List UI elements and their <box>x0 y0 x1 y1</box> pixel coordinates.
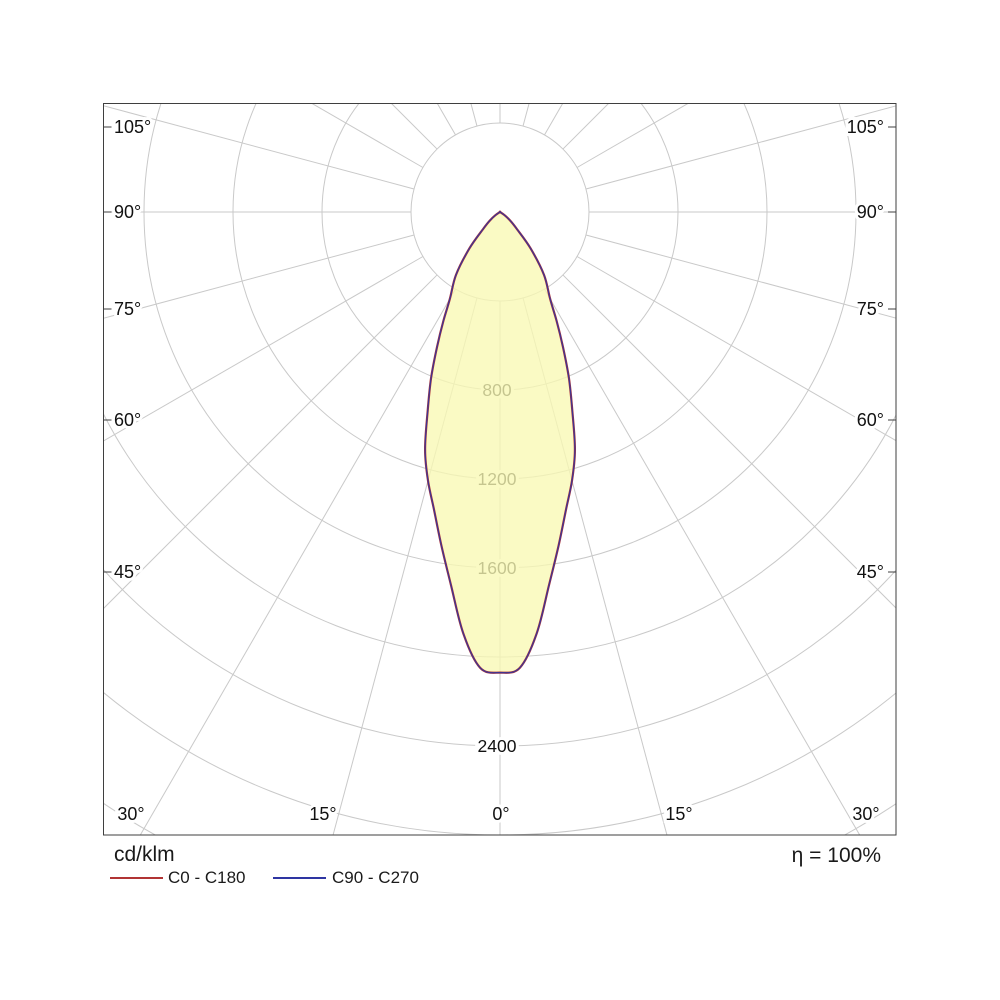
intensity-lobe-fill <box>425 211 575 673</box>
grid-spoke-240 <box>311 103 424 168</box>
angle-label-right-90°: 90° <box>857 202 884 222</box>
ring-label-2400: 2400 <box>478 736 517 756</box>
light-output-ratio-label: η = 100% <box>791 844 881 867</box>
grid-spoke-225 <box>390 103 438 150</box>
grid-spoke-150 <box>544 103 564 136</box>
legend-label-c90-c270: C90 - C270 <box>332 868 419 887</box>
grid-spoke-30 <box>544 288 861 835</box>
grid-spoke-45 <box>562 274 896 609</box>
grid-spoke-135 <box>562 103 610 150</box>
grid-spoke-315 <box>103 274 438 610</box>
grid-spoke-300 <box>103 256 424 442</box>
grid-spoke-120 <box>576 103 689 168</box>
grid-spoke-255 <box>103 105 415 190</box>
angle-label-left-90°: 90° <box>114 202 141 222</box>
grid-spoke-330 <box>139 288 456 835</box>
grid-spoke-285 <box>103 234 415 319</box>
angle-label-bottom-2: 0° <box>492 804 509 824</box>
angle-label-right-45°: 45° <box>857 562 884 582</box>
legend-label-c0-c180: C0 - C180 <box>168 868 246 887</box>
curve-c90-c270 <box>424 210 576 674</box>
legend-line-c0-c180 <box>110 877 163 879</box>
angle-label-left-105°: 105° <box>114 117 151 137</box>
angle-label-bottom-1: 15° <box>309 804 336 824</box>
angle-label-right-75°: 75° <box>857 299 884 319</box>
angle-label-bottom-0: 30° <box>117 804 144 824</box>
angle-label-right-105°: 105° <box>847 117 884 137</box>
angle-label-left-75°: 75° <box>114 299 141 319</box>
grid-spoke-210 <box>436 103 456 136</box>
angle-label-left-45°: 45° <box>114 562 141 582</box>
chart-frame <box>103 103 897 836</box>
angle-label-bottom-3: 15° <box>665 804 692 824</box>
angle-label-bottom-4: 30° <box>852 804 879 824</box>
grid-spoke-75 <box>585 234 896 319</box>
grid-spoke-105 <box>585 105 896 190</box>
legend-line-c90-c270 <box>273 877 326 879</box>
unit-label: cd/klm <box>114 843 175 866</box>
grid-spoke-165 <box>522 103 530 127</box>
angle-label-left-60°: 60° <box>114 410 141 430</box>
grid-spoke-60 <box>576 256 896 442</box>
grid-spoke-195 <box>470 103 478 127</box>
angle-label-right-60°: 60° <box>857 410 884 430</box>
